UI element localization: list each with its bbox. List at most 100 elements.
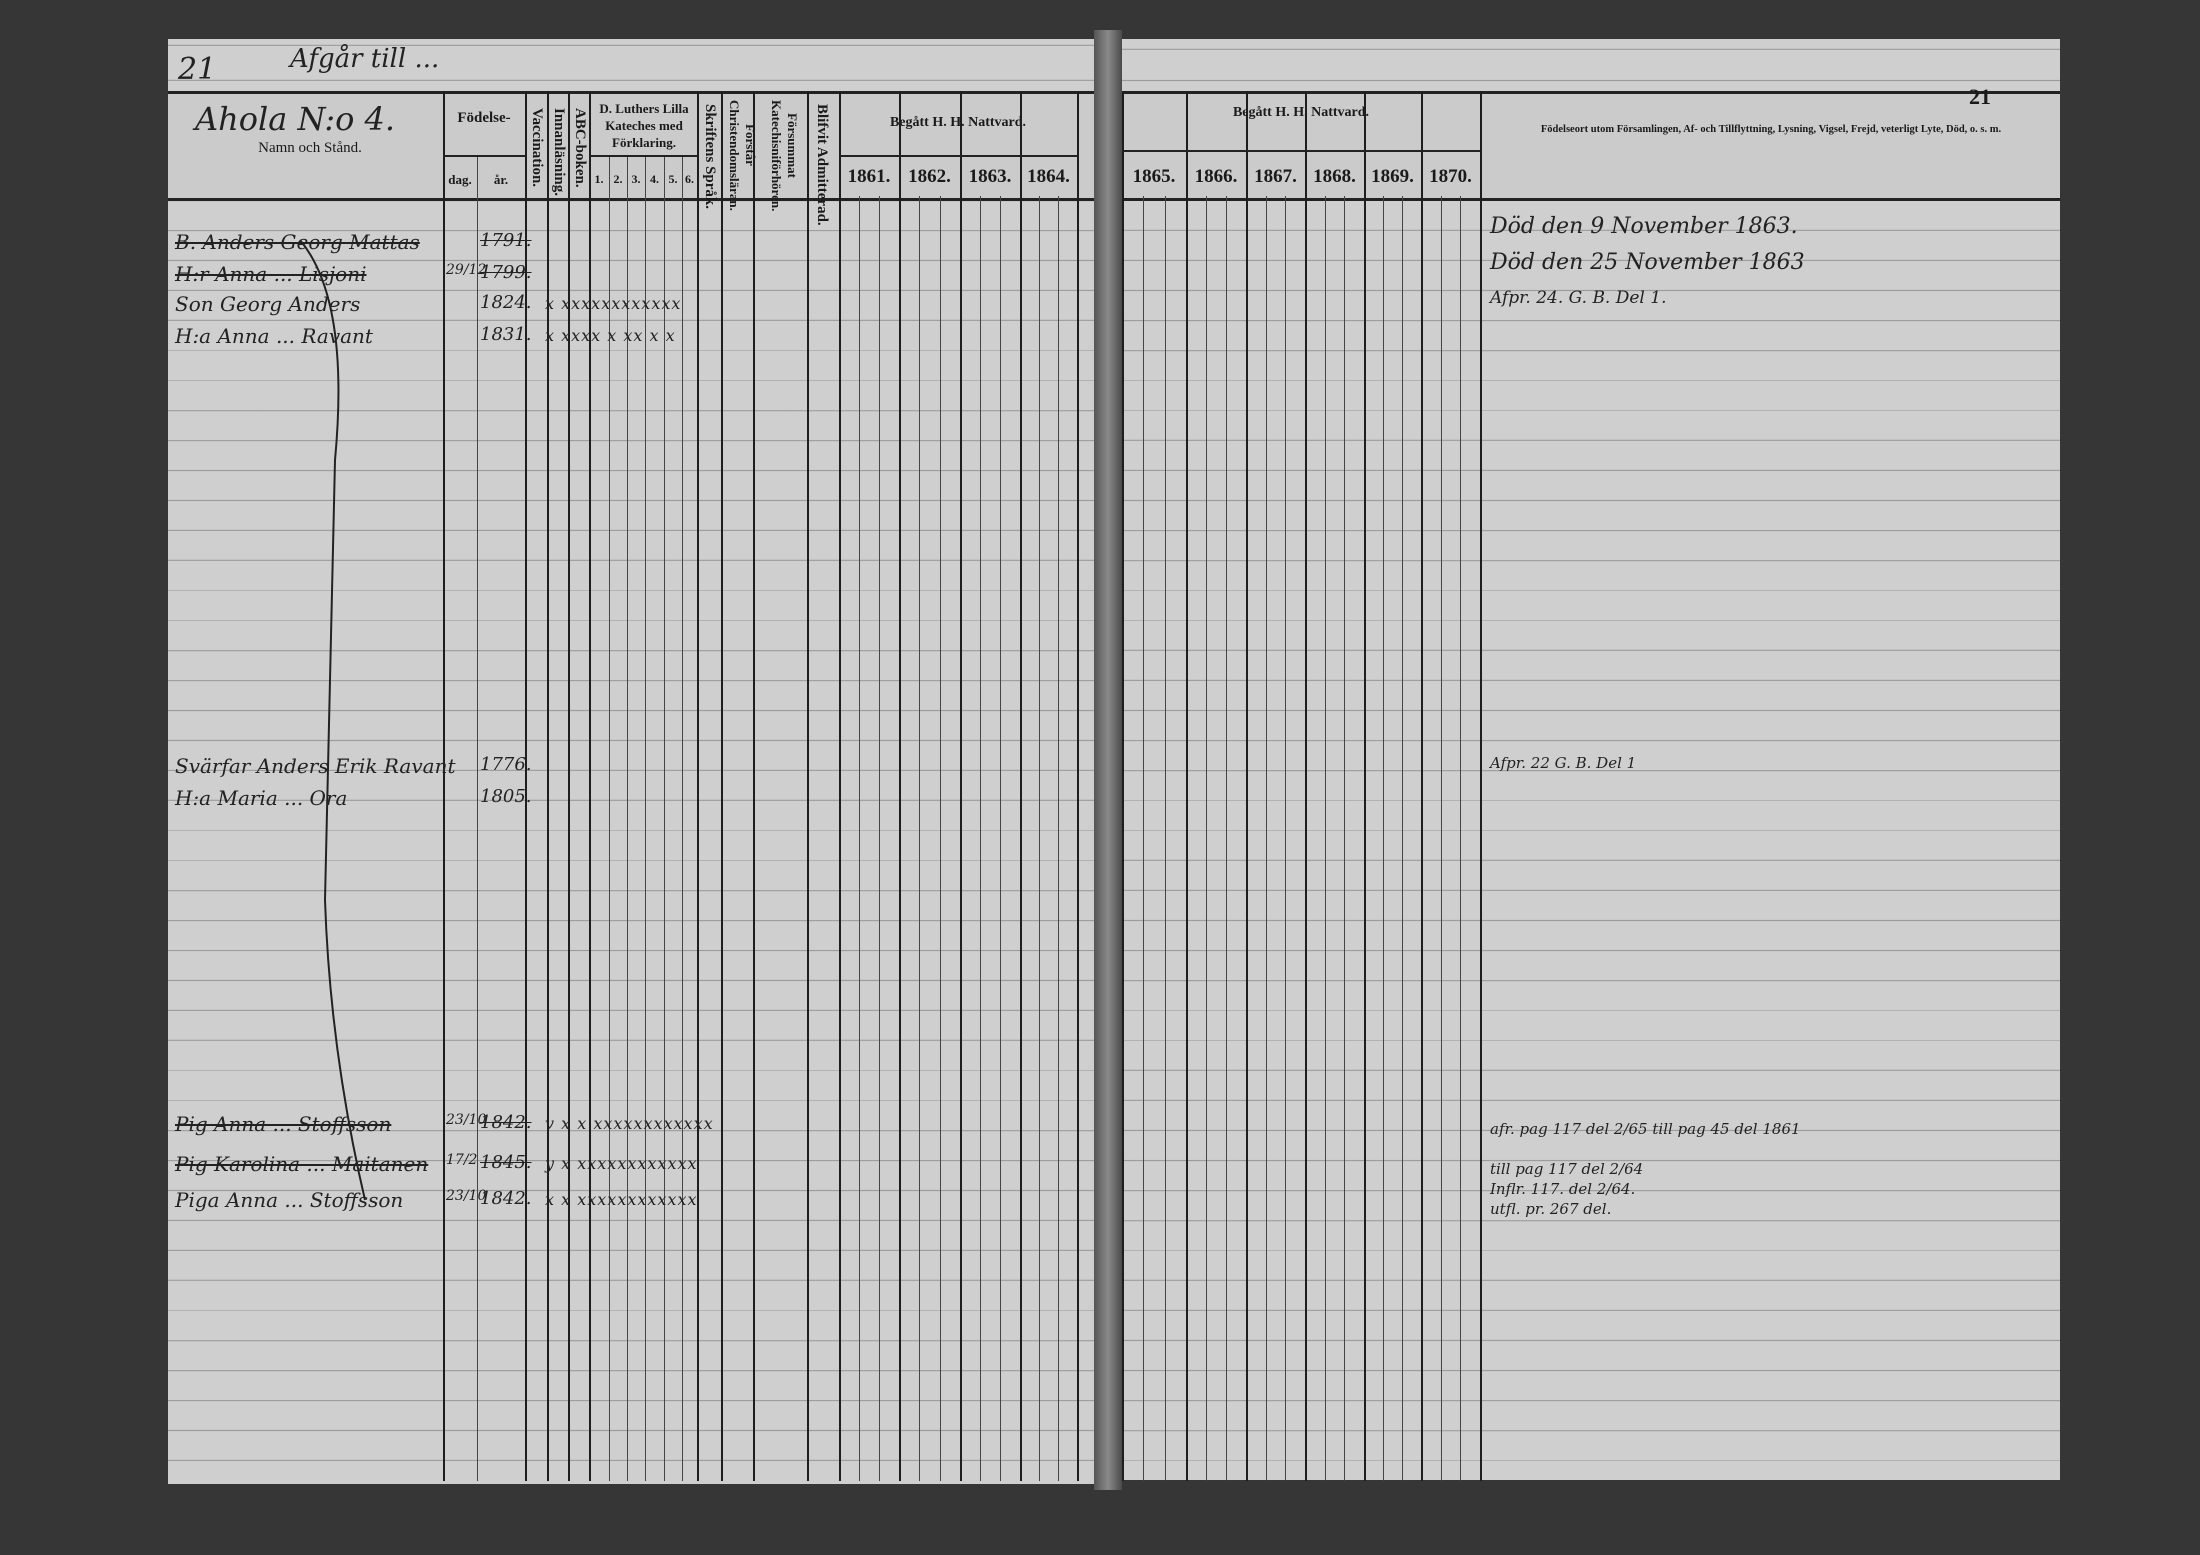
column-subrule [477,155,478,1481]
column-subrule [682,155,683,1481]
column-rule [1364,91,1366,1481]
header-birth-day: dag. [448,172,472,187]
header-birth-year: år. [493,172,509,187]
year-header: 1862. [908,166,951,187]
header-missed: Försummat Katechisniförhören. [769,100,800,212]
entry-birth-year: 1845. [480,1152,532,1173]
column-rule [1480,91,1482,1481]
year-subrule [1058,196,1059,1481]
header-rule [839,155,1077,157]
entry-marks: x xxxxxxxxxxxx [545,294,682,313]
year-header: 1866. [1194,166,1238,187]
header-admitted: Blifvit Admitterad. [814,104,830,226]
column-rule [1305,91,1307,1481]
remark-line: Död den 9 November 1863. [1490,214,1798,239]
entry-marks: x xxxx x xx x x [545,326,676,345]
entry-name: Piga Anna ... Stoffsson [175,1188,404,1212]
year-header: 1867. [1254,166,1297,187]
year-subrule [919,196,920,1481]
year-header: 1869. [1371,166,1414,187]
entry-name: B. Anders Georg Mattas [175,230,420,254]
column-rule [1020,91,1022,1481]
header-rule [589,155,697,157]
header-communion-left: Begått H. H. Nattvard. [889,115,1027,130]
remark-line: afr. pag 117 del 2/65 till pag 45 del 18… [1490,1120,1801,1138]
column-rule [1421,91,1423,1481]
entry-marks: y x xxxxxxxxxxxx [545,1154,698,1173]
catechism-part: 3. [631,172,641,186]
column-subrule [627,155,628,1481]
household-title: Ahola N:o 4. [195,100,396,138]
year-header: 1864. [1027,166,1070,187]
year-header: 1870. [1429,166,1472,187]
year-subrule [1266,196,1267,1481]
remark-line: Död den 25 November 1863 [1490,250,1805,275]
entry-birth-day: 29/12 [446,262,487,278]
column-rule [753,91,755,1481]
entry-marks: x x xxxxxxxxxxxx [545,1190,698,1209]
entry-birth-day: 23/10 [446,1112,487,1128]
year-header: 1863. [968,166,1012,187]
year-subrule [1402,196,1403,1481]
catechism-part: 1. [594,172,604,186]
column-rule [697,91,699,1481]
right-header [1122,91,2060,201]
header-scripture: Skriftens Språk. [702,104,718,210]
entry-birth-year: 1805. [480,786,532,807]
header-abc: ABC-boken. [572,108,588,188]
header-communion-right: Begått H. H. Nattvard. [1232,105,1370,120]
year-subrule [1165,196,1166,1481]
entry-birth-year: 1791. [480,230,532,251]
remark-line: utfl. pr. 267 del. [1490,1200,1612,1218]
header-remarks: Födelseort utom Församlingen, Af- och Ti… [1540,124,2002,135]
column-subrule [609,155,610,1481]
year-subrule [1206,196,1207,1481]
entry-birth-year: 1842. [480,1112,532,1133]
year-subrule [1285,196,1286,1481]
page-heading: Afgår till ... [290,44,440,74]
entry-name: H:a Anna ... Ravant [175,324,373,348]
page-number-left: 21 [178,52,217,87]
header-catechism: D. Luthers Lilla Kateches med Förklaring… [599,101,689,150]
year-subrule [1460,196,1461,1481]
entry-birth-year: 1799. [480,262,532,283]
column-rule [721,91,723,1481]
year-subrule [1325,196,1326,1481]
entry-birth-year: 1824. [480,292,532,313]
column-subrule [664,155,665,1481]
column-rule [547,91,549,1481]
entry-birth-year: 1842. [480,1188,532,1209]
remark-line: Afpr. 24. G. B. Del 1. [1490,288,1667,308]
header-rule [443,155,525,157]
year-subrule [1344,196,1345,1481]
column-rule [525,91,527,1481]
column-rule [1246,91,1248,1481]
column-rule [807,91,809,1481]
entry-name: Son Georg Anders [175,292,361,316]
year-subrule [980,196,981,1481]
year-subrule [940,196,941,1481]
entry-name: Pig Anna ... Stoffsson [175,1112,392,1136]
column-rule [1122,91,1124,1481]
year-header: 1868. [1313,166,1356,187]
column-rule [589,91,591,1481]
column-rule [960,91,962,1481]
entry-birth-day: 17/2 [446,1152,478,1168]
column-subrule [645,155,646,1481]
catechism-part: 6. [685,172,694,186]
catechism-part: 4. [650,172,659,186]
year-header: 1865. [1132,166,1176,187]
year-subrule [1383,196,1384,1481]
entry-birth-year: 1776. [480,754,532,775]
column-rule [899,91,901,1481]
column-rule [443,91,445,1481]
year-header: 1861. [847,166,891,187]
left-header [168,91,1094,201]
page-number-right: 21 [1969,84,1991,109]
entry-name: H:a Maria ... Ora [175,786,348,810]
year-subrule [1226,196,1227,1481]
entry-name: Svärfar Anders Erik Ravant [175,754,456,778]
column-rule [1077,91,1079,1481]
remark-line: till pag 117 del 2/64 [1490,1160,1644,1178]
year-subrule [1441,196,1442,1481]
